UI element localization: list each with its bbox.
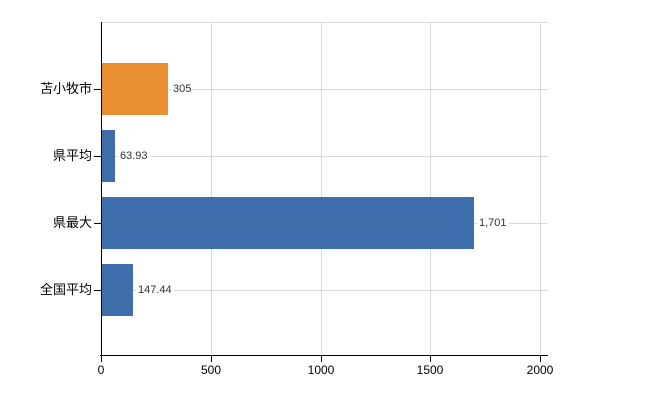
category-tick-mark	[94, 89, 101, 90]
bar	[102, 63, 168, 115]
x-tick-mark	[211, 356, 212, 362]
x-tick-mark	[540, 356, 541, 362]
bar	[102, 197, 474, 249]
x-axis-line	[100, 355, 548, 356]
plot-top-border	[101, 22, 548, 23]
x-gridline	[540, 22, 541, 355]
x-tick-mark	[430, 356, 431, 362]
value-label: 147.44	[136, 283, 174, 297]
category-label: 苫小牧市	[39, 81, 92, 96]
x-tick-label: 1500	[416, 363, 444, 377]
x-tick-label: 1000	[307, 363, 335, 377]
category-gridline	[101, 156, 548, 157]
x-tick-mark	[321, 356, 322, 362]
x-tick-label: 500	[200, 363, 222, 377]
category-tick-mark	[94, 223, 101, 224]
x-gridline	[430, 22, 431, 355]
value-label: 1,701	[477, 216, 509, 230]
y-axis-line	[101, 22, 102, 355]
category-label: 県平均	[52, 148, 92, 163]
category-gridline	[101, 89, 548, 90]
value-label: 305	[171, 82, 194, 96]
x-gridline	[211, 22, 212, 355]
x-tick-label: 0	[97, 363, 105, 377]
bar	[102, 264, 133, 316]
category-tick-mark	[94, 156, 101, 157]
x-tick-mark	[101, 356, 102, 362]
x-tick-label: 2000	[526, 363, 554, 377]
x-gridline	[321, 22, 322, 355]
category-gridline	[101, 290, 548, 291]
category-tick-mark	[94, 290, 101, 291]
category-label: 県最大	[52, 215, 92, 230]
value-label: 63.93	[118, 149, 150, 163]
bar	[102, 130, 115, 182]
category-label: 全国平均	[39, 282, 92, 297]
